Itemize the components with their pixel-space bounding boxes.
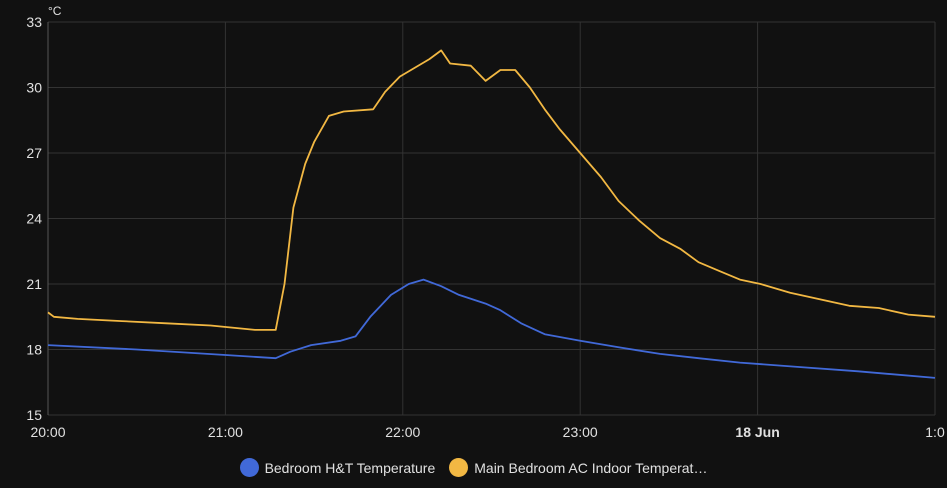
legend-color-dot-icon [449,458,469,477]
grid [47,21,936,416]
y-tick-label: 30 [26,80,42,96]
x-tick-label: 20:00 [30,424,65,440]
x-tick-label: 22:00 [385,424,420,440]
y-axis-unit: °C [48,4,62,18]
series-line-1 [47,49,936,331]
temperature-history-chart: °C 15 18 21 24 27 30 33 20:00 21:00 22:00 23:00 18… [26,4,945,440]
y-tick-label: 21 [26,276,42,292]
y-tick-label: 24 [26,211,42,227]
x-tick-label: 1:0 [925,424,945,440]
x-tick-label: 21:00 [208,424,243,440]
x-tick-label: 23:00 [563,424,598,440]
legend-color-dot-icon [239,458,259,477]
y-tick-label: 15 [26,407,42,423]
legend: Bedroom H&T Temperature Main Bedroom AC I… [0,458,947,477]
legend-label: Main Bedroom AC Indoor Temperat… [474,459,708,476]
series-line-0 [47,278,936,379]
y-tick-label: 18 [26,342,42,358]
x-tick-label: 18 Jun [735,424,779,440]
legend-item[interactable]: Main Bedroom AC Indoor Temperat… [449,458,707,477]
y-tick-label: 33 [26,14,42,30]
legend-label: Bedroom H&T Temperature [264,459,436,476]
legend-item[interactable]: Bedroom H&T Temperature [239,458,436,477]
y-tick-label: 27 [26,145,42,161]
